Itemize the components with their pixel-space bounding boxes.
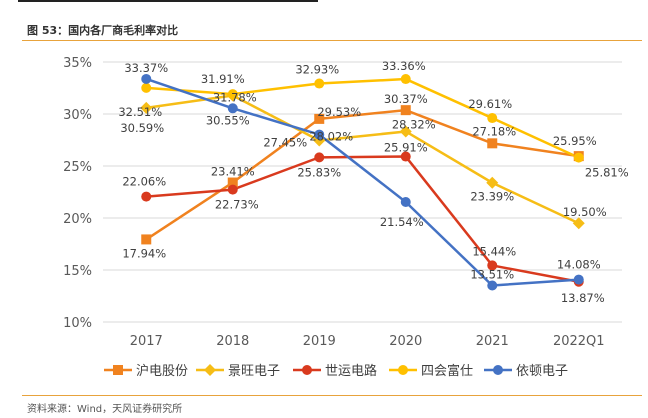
top-rule [18, 0, 318, 2]
data-label: 19.50% [563, 205, 607, 219]
data-point [141, 73, 152, 84]
data-label: 31.91% [201, 72, 245, 86]
source-note: 资料来源：Wind，天风证券研究所 [27, 404, 183, 415]
data-point [141, 82, 152, 93]
legend-marker [398, 365, 408, 375]
data-label: 22.06% [122, 175, 166, 189]
top-border [0, 0, 648, 4]
data-point [314, 129, 325, 140]
data-point [487, 260, 498, 271]
x-tick-label: 2020 [389, 334, 422, 349]
data-label: 30.59% [120, 121, 164, 135]
data-label: 15.44% [472, 244, 516, 258]
data-point [314, 152, 325, 163]
legend-marker [113, 365, 123, 375]
data-point [140, 101, 153, 114]
data-point [400, 151, 411, 162]
y-tick-label: 30% [63, 108, 92, 123]
data-label: 27.45% [263, 136, 307, 150]
data-point [572, 217, 585, 230]
data-label: 29.61% [468, 97, 512, 111]
data-label: 33.36% [382, 59, 426, 73]
data-point [399, 125, 412, 138]
data-point [573, 152, 584, 163]
y-tick-label: 25% [63, 160, 92, 175]
data-label: 28.32% [392, 117, 436, 131]
data-point [227, 103, 238, 114]
data-point [573, 274, 584, 285]
data-label: 25.95% [553, 134, 597, 148]
source-divider [22, 395, 642, 396]
data-label: 17.94% [122, 246, 166, 260]
data-label: 29.53% [317, 105, 361, 119]
x-tick-label: 2019 [303, 334, 336, 349]
data-point [400, 105, 411, 116]
legend-marker [302, 365, 312, 375]
y-tick-label: 20% [63, 212, 92, 227]
data-label: 25.83% [297, 165, 341, 179]
legend-marker [493, 365, 503, 375]
data-point [314, 78, 325, 89]
data-label: 25.91% [384, 141, 428, 155]
data-point [141, 234, 152, 245]
series-line [146, 155, 579, 283]
data-label: 32.93% [295, 63, 339, 77]
legend-label: 四会富仕 [421, 363, 473, 379]
y-tick-label: 10% [63, 316, 92, 331]
data-label: 32.51% [118, 105, 162, 119]
data-label: 22.73% [215, 198, 259, 212]
data-point [400, 196, 411, 207]
data-point [227, 177, 238, 188]
data-point [141, 191, 152, 202]
data-point [400, 74, 411, 85]
data-point [487, 280, 498, 291]
legend-label: 景旺电子 [228, 364, 280, 379]
data-label: 28.02% [309, 130, 353, 144]
data-label: 13.87% [561, 291, 605, 305]
data-label: 30.37% [384, 92, 428, 106]
legend-marker [204, 364, 216, 376]
data-label: 25.81% [585, 166, 629, 180]
data-point [227, 89, 238, 100]
series-line [146, 94, 580, 225]
x-tick-label: 2021 [476, 334, 509, 349]
data-point [314, 113, 325, 124]
x-tick-label: 2017 [130, 334, 163, 349]
data-point [487, 138, 498, 149]
data-point [487, 113, 498, 124]
legend-label: 世运电路 [325, 363, 377, 379]
margin-chart: 10% 15% 20% 25% 30% 35% 2017 2018 2019 2020 2021 20… [63, 56, 629, 379]
data-label: 31.78% [213, 90, 257, 104]
x-tick-label: 2022Q1 [553, 334, 605, 349]
figure-title: 图 53：国内各厂商毛利率对比 [27, 24, 179, 37]
y-tick-label: 35% [63, 56, 92, 71]
title-underline [22, 40, 642, 41]
series-line [145, 77, 579, 287]
series-line [146, 77, 580, 159]
legend-label: 依顿电子 [516, 364, 568, 379]
data-label: 13.51% [470, 267, 514, 281]
data-label: 21.54% [380, 215, 424, 229]
data-point [486, 176, 499, 189]
data-point [227, 184, 238, 195]
data-label: 33.37% [124, 61, 168, 75]
legend-label: 沪电股份 [136, 363, 188, 379]
data-label: 27.18% [472, 124, 516, 138]
data-label: 14.08% [557, 258, 601, 272]
data-label: 30.55% [206, 113, 250, 127]
data-label: 23.41% [211, 165, 255, 179]
x-tick-label: 2018 [216, 334, 249, 349]
data-label: 23.39% [470, 190, 514, 204]
y-tick-label: 15% [63, 264, 92, 279]
